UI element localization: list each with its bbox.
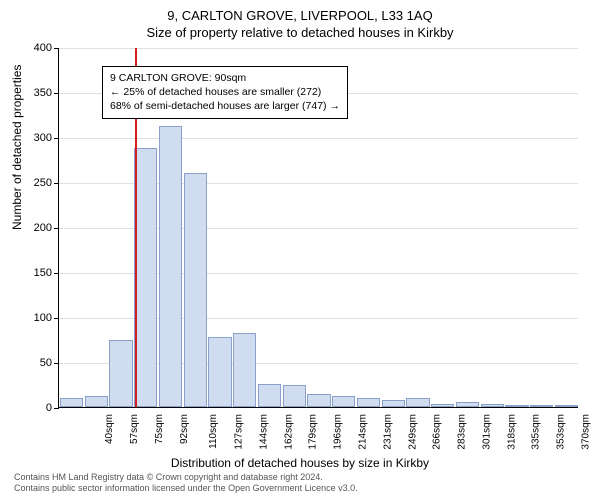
y-tick-mark [54,183,59,184]
histogram-bar [233,333,256,407]
x-tick-label: 57sqm [129,414,140,444]
x-tick-label: 283sqm [457,414,468,450]
annotation-box: 9 CARLTON GROVE: 90sqm← 25% of detached … [102,66,348,119]
subtitle-line: Size of property relative to detached ho… [0,25,600,40]
x-tick-label: 127sqm [234,414,245,450]
x-tick-label: 231sqm [382,414,393,450]
histogram-bar [258,384,281,407]
histogram-bar [134,148,157,407]
y-tick-mark [54,408,59,409]
histogram-bar [406,398,429,407]
histogram-bar [382,400,405,407]
histogram-bar [85,396,108,407]
gridline [59,138,578,139]
y-tick-label: 300 [22,132,52,144]
y-tick-mark [54,318,59,319]
y-tick-mark [54,138,59,139]
y-tick-mark [54,48,59,49]
x-tick-label: 75sqm [154,414,165,444]
chart-header: 9, CARLTON GROVE, LIVERPOOL, L33 1AQ Siz… [0,0,600,40]
histogram-bar [332,396,355,407]
x-tick-label: 214sqm [358,414,369,450]
address-line: 9, CARLTON GROVE, LIVERPOOL, L33 1AQ [0,8,600,23]
histogram-bar [60,398,83,407]
x-tick-label: 179sqm [308,414,319,450]
histogram-bar [481,404,504,407]
annotation-line: 68% of semi-detached houses are larger (… [110,99,340,113]
x-tick-label: 92sqm [179,414,190,444]
x-tick-label: 318sqm [506,414,517,450]
gridline [59,48,578,49]
footer-line-1: Contains HM Land Registry data © Crown c… [14,472,358,483]
x-tick-label: 301sqm [481,414,492,450]
annotation-line: ← 25% of detached houses are smaller (27… [110,85,340,99]
histogram-bar [456,402,479,407]
histogram-bar [505,405,528,407]
x-tick-label: 249sqm [407,414,418,450]
x-tick-label: 40sqm [104,414,115,444]
annotation-line: 9 CARLTON GROVE: 90sqm [110,71,340,85]
x-tick-label: 144sqm [259,414,270,450]
y-tick-label: 0 [22,402,52,414]
y-tick-label: 50 [22,357,52,369]
y-tick-label: 200 [22,222,52,234]
histogram-bar [307,394,330,407]
histogram-bar [555,405,578,407]
x-tick-label: 353sqm [556,414,567,450]
y-tick-mark [54,273,59,274]
y-tick-label: 150 [22,267,52,279]
x-tick-label: 266sqm [432,414,443,450]
x-tick-label: 196sqm [333,414,344,450]
histogram-bar [208,337,231,407]
y-tick-mark [54,363,59,364]
y-tick-mark [54,228,59,229]
footer-line-2: Contains public sector information licen… [14,483,358,494]
x-tick-label: 110sqm [208,414,219,449]
x-tick-label: 335sqm [531,414,542,450]
attribution-footer: Contains HM Land Registry data © Crown c… [14,472,358,495]
histogram-bar [159,126,182,407]
y-tick-label: 350 [22,87,52,99]
histogram-bar [109,340,132,408]
histogram-bar [357,398,380,407]
x-tick-label: 162sqm [283,414,294,450]
x-axis-label: Distribution of detached houses by size … [0,456,600,470]
y-tick-mark [54,93,59,94]
y-tick-label: 250 [22,177,52,189]
histogram-bar [530,405,553,407]
histogram-bar [184,173,207,407]
y-tick-label: 400 [22,42,52,54]
histogram-bar [431,404,454,407]
y-tick-label: 100 [22,312,52,324]
x-tick-label: 370sqm [580,414,591,450]
histogram-bar [283,385,306,407]
chart-area: 9 CARLTON GROVE: 90sqm← 25% of detached … [58,48,578,408]
